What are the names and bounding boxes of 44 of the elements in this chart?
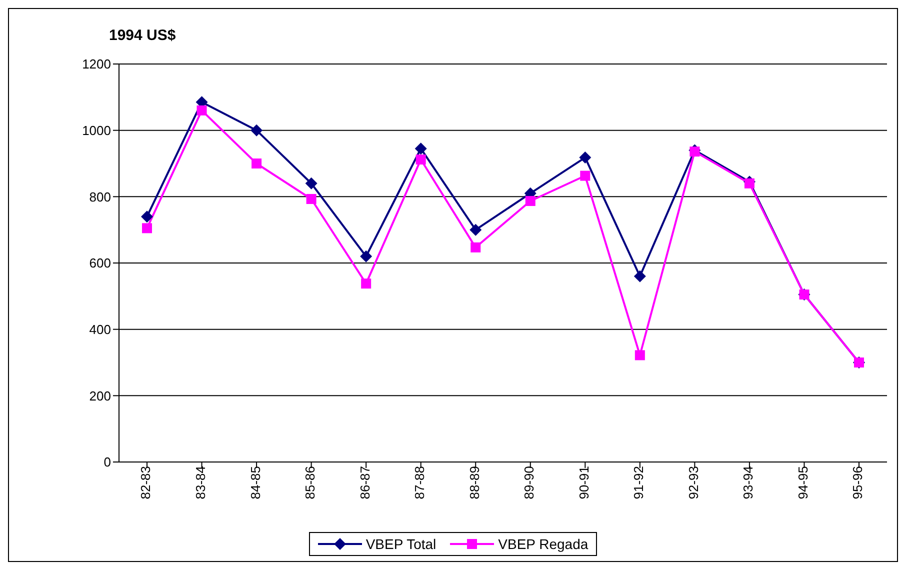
point: [250, 124, 263, 136]
y-tick-label: 600: [89, 256, 111, 271]
x-tick-label: 85-86: [302, 466, 318, 500]
y-tick-label: 1000: [82, 122, 111, 138]
point: [305, 177, 318, 190]
x-tick-label: 93-94: [740, 466, 756, 500]
point: [361, 278, 372, 289]
x-tick-label: 84-85: [248, 466, 263, 500]
legend-label: VBEP Regada: [497, 536, 588, 552]
point: [196, 105, 207, 116]
x-tick-label: 86-87: [357, 466, 372, 500]
y-tick-label: 1200: [82, 56, 111, 72]
point: [470, 242, 481, 252]
x-tick-label: 89-90: [522, 466, 537, 500]
point: [414, 142, 427, 155]
x-tick-label: 83-84: [193, 466, 208, 500]
point: [579, 152, 592, 164]
y-tick-label: 0: [104, 454, 111, 470]
point: [306, 194, 316, 204]
point: [360, 250, 372, 262]
x-tick-label: 90-91: [576, 466, 592, 500]
x-tick-label: 95-96: [850, 466, 866, 500]
y-tick-label: 200: [89, 388, 111, 404]
x-tick-label: 92-93: [686, 466, 701, 500]
x-tick-label: 94-95: [795, 466, 810, 500]
point: [690, 146, 700, 157]
point: [744, 178, 754, 188]
y-tick-label: 800: [89, 189, 111, 204]
point: [634, 270, 646, 282]
x-tick-label: 87-88: [412, 466, 428, 500]
x-tick-label: 91-92: [631, 466, 646, 500]
point: [142, 223, 152, 234]
point: [416, 154, 426, 165]
y-axis-title: 1994 US$: [109, 27, 176, 44]
point: [141, 210, 153, 223]
x-tick-label: 88-89: [466, 466, 482, 500]
point: [252, 158, 262, 168]
point: [580, 170, 590, 181]
x-tick-label: 82-83: [138, 466, 154, 500]
point: [470, 224, 482, 236]
legend-label: VBEP Total: [364, 536, 436, 552]
point: [634, 350, 645, 360]
y-tick-label: 400: [89, 322, 111, 337]
point: [525, 196, 536, 206]
